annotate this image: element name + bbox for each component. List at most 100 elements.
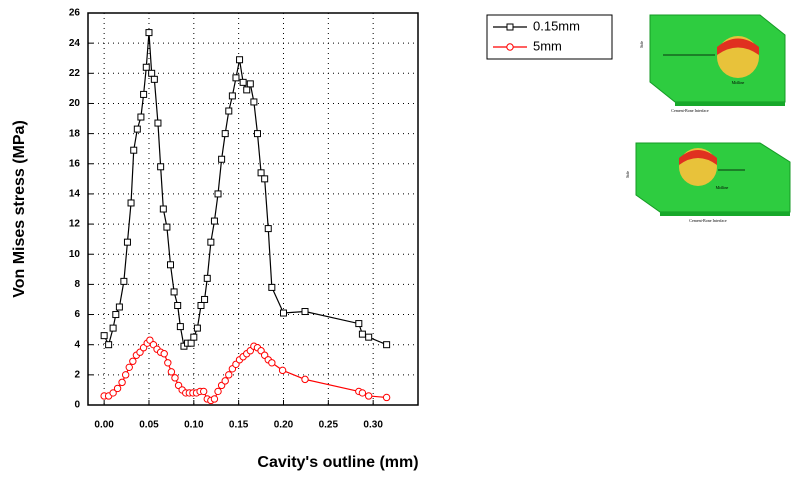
marker	[278, 366, 287, 375]
y-tick-label: 18	[69, 128, 81, 139]
marker	[174, 301, 182, 309]
plate-edge	[660, 212, 790, 216]
marker	[221, 377, 229, 385]
marker	[130, 146, 138, 154]
x-tick-label: 0.05	[139, 420, 159, 431]
marker	[127, 199, 135, 207]
marker	[301, 308, 309, 316]
marker	[148, 69, 156, 77]
x-axis-label: Cavity's outline (mm)	[257, 454, 418, 471]
marker	[193, 324, 201, 332]
marker	[171, 374, 179, 382]
marker	[210, 217, 218, 225]
marker	[210, 395, 219, 403]
marker	[163, 223, 171, 231]
marker	[257, 169, 265, 177]
marker	[218, 155, 226, 163]
cavity-stress	[679, 150, 717, 165]
marker	[253, 130, 261, 138]
inset-label: Midline	[732, 80, 745, 85]
marker	[214, 190, 222, 198]
marker	[123, 238, 131, 246]
inset-label: Cement-Bone Interface	[689, 218, 727, 223]
marker	[125, 363, 133, 372]
x-tick-label: 0.15	[229, 420, 249, 431]
marker	[140, 90, 148, 98]
cavity-stress	[717, 38, 759, 55]
inset: Side Cement-Bone Interface Midline	[639, 14, 786, 113]
marker	[301, 375, 309, 384]
marker	[159, 205, 167, 213]
marker	[133, 125, 141, 133]
x-tick-label: 0.20	[274, 420, 294, 431]
marker	[261, 175, 269, 183]
marker	[228, 92, 236, 100]
marker	[383, 341, 391, 349]
inset-label: Side	[625, 171, 630, 178]
marker	[115, 303, 123, 311]
marker	[279, 309, 287, 317]
y-tick-label: 0	[74, 400, 80, 411]
x-tick-label: 0.25	[319, 420, 339, 431]
series	[100, 29, 391, 350]
marker	[225, 371, 233, 379]
marker	[113, 384, 122, 393]
marker	[355, 320, 363, 328]
marker	[250, 98, 258, 106]
marker	[109, 324, 117, 332]
marker	[243, 86, 251, 94]
marker	[199, 387, 208, 396]
marker	[112, 311, 120, 319]
marker	[150, 75, 158, 83]
x-tick-label: 0.10	[184, 420, 204, 431]
plot-frame	[87, 12, 419, 406]
marker	[167, 368, 176, 376]
y-tick-label: 10	[69, 249, 81, 260]
marker	[358, 330, 366, 338]
marker	[142, 63, 150, 71]
marker	[137, 113, 145, 121]
marker	[118, 378, 126, 387]
inset-label: Cement-Bone Interface	[671, 108, 709, 113]
legend: 0.15mm 5mm	[486, 14, 613, 60]
marker	[170, 288, 178, 296]
marker	[358, 389, 367, 397]
legend-box	[486, 14, 613, 60]
marker	[145, 29, 153, 37]
y-tick-label: 26	[69, 8, 81, 19]
marker	[176, 323, 184, 331]
y-tick-label: 2	[74, 369, 80, 380]
y-tick-label: 16	[69, 158, 81, 169]
inset-label: Midline	[716, 185, 729, 190]
marker	[154, 119, 162, 127]
marker	[207, 238, 215, 246]
marker	[221, 130, 229, 138]
plate-edge	[675, 102, 785, 106]
inset: Side Cement-Bone Interface Midline	[625, 142, 791, 223]
marker	[268, 359, 276, 367]
y-axis-label: Von Mises stress (MPa)	[11, 120, 28, 298]
marker	[225, 107, 233, 115]
marker	[109, 389, 117, 397]
marker	[203, 274, 211, 282]
legend-marker	[506, 23, 514, 31]
marker	[201, 295, 209, 303]
y-tick-label: 6	[74, 309, 80, 320]
y-tick-label: 14	[69, 189, 81, 200]
marker	[129, 357, 137, 365]
y-tick-label: 20	[69, 98, 81, 109]
series	[100, 336, 391, 405]
y-tick-label: 12	[69, 219, 81, 230]
marker	[121, 371, 130, 379]
marker	[365, 333, 373, 341]
marker	[160, 350, 168, 358]
y-tick-label: 24	[69, 38, 81, 49]
marker	[164, 359, 172, 367]
marker	[264, 225, 272, 233]
legend-marker	[506, 43, 514, 51]
y-tick-label: 4	[74, 339, 80, 350]
marker	[167, 261, 174, 269]
marker	[214, 387, 222, 396]
marker	[120, 277, 128, 285]
